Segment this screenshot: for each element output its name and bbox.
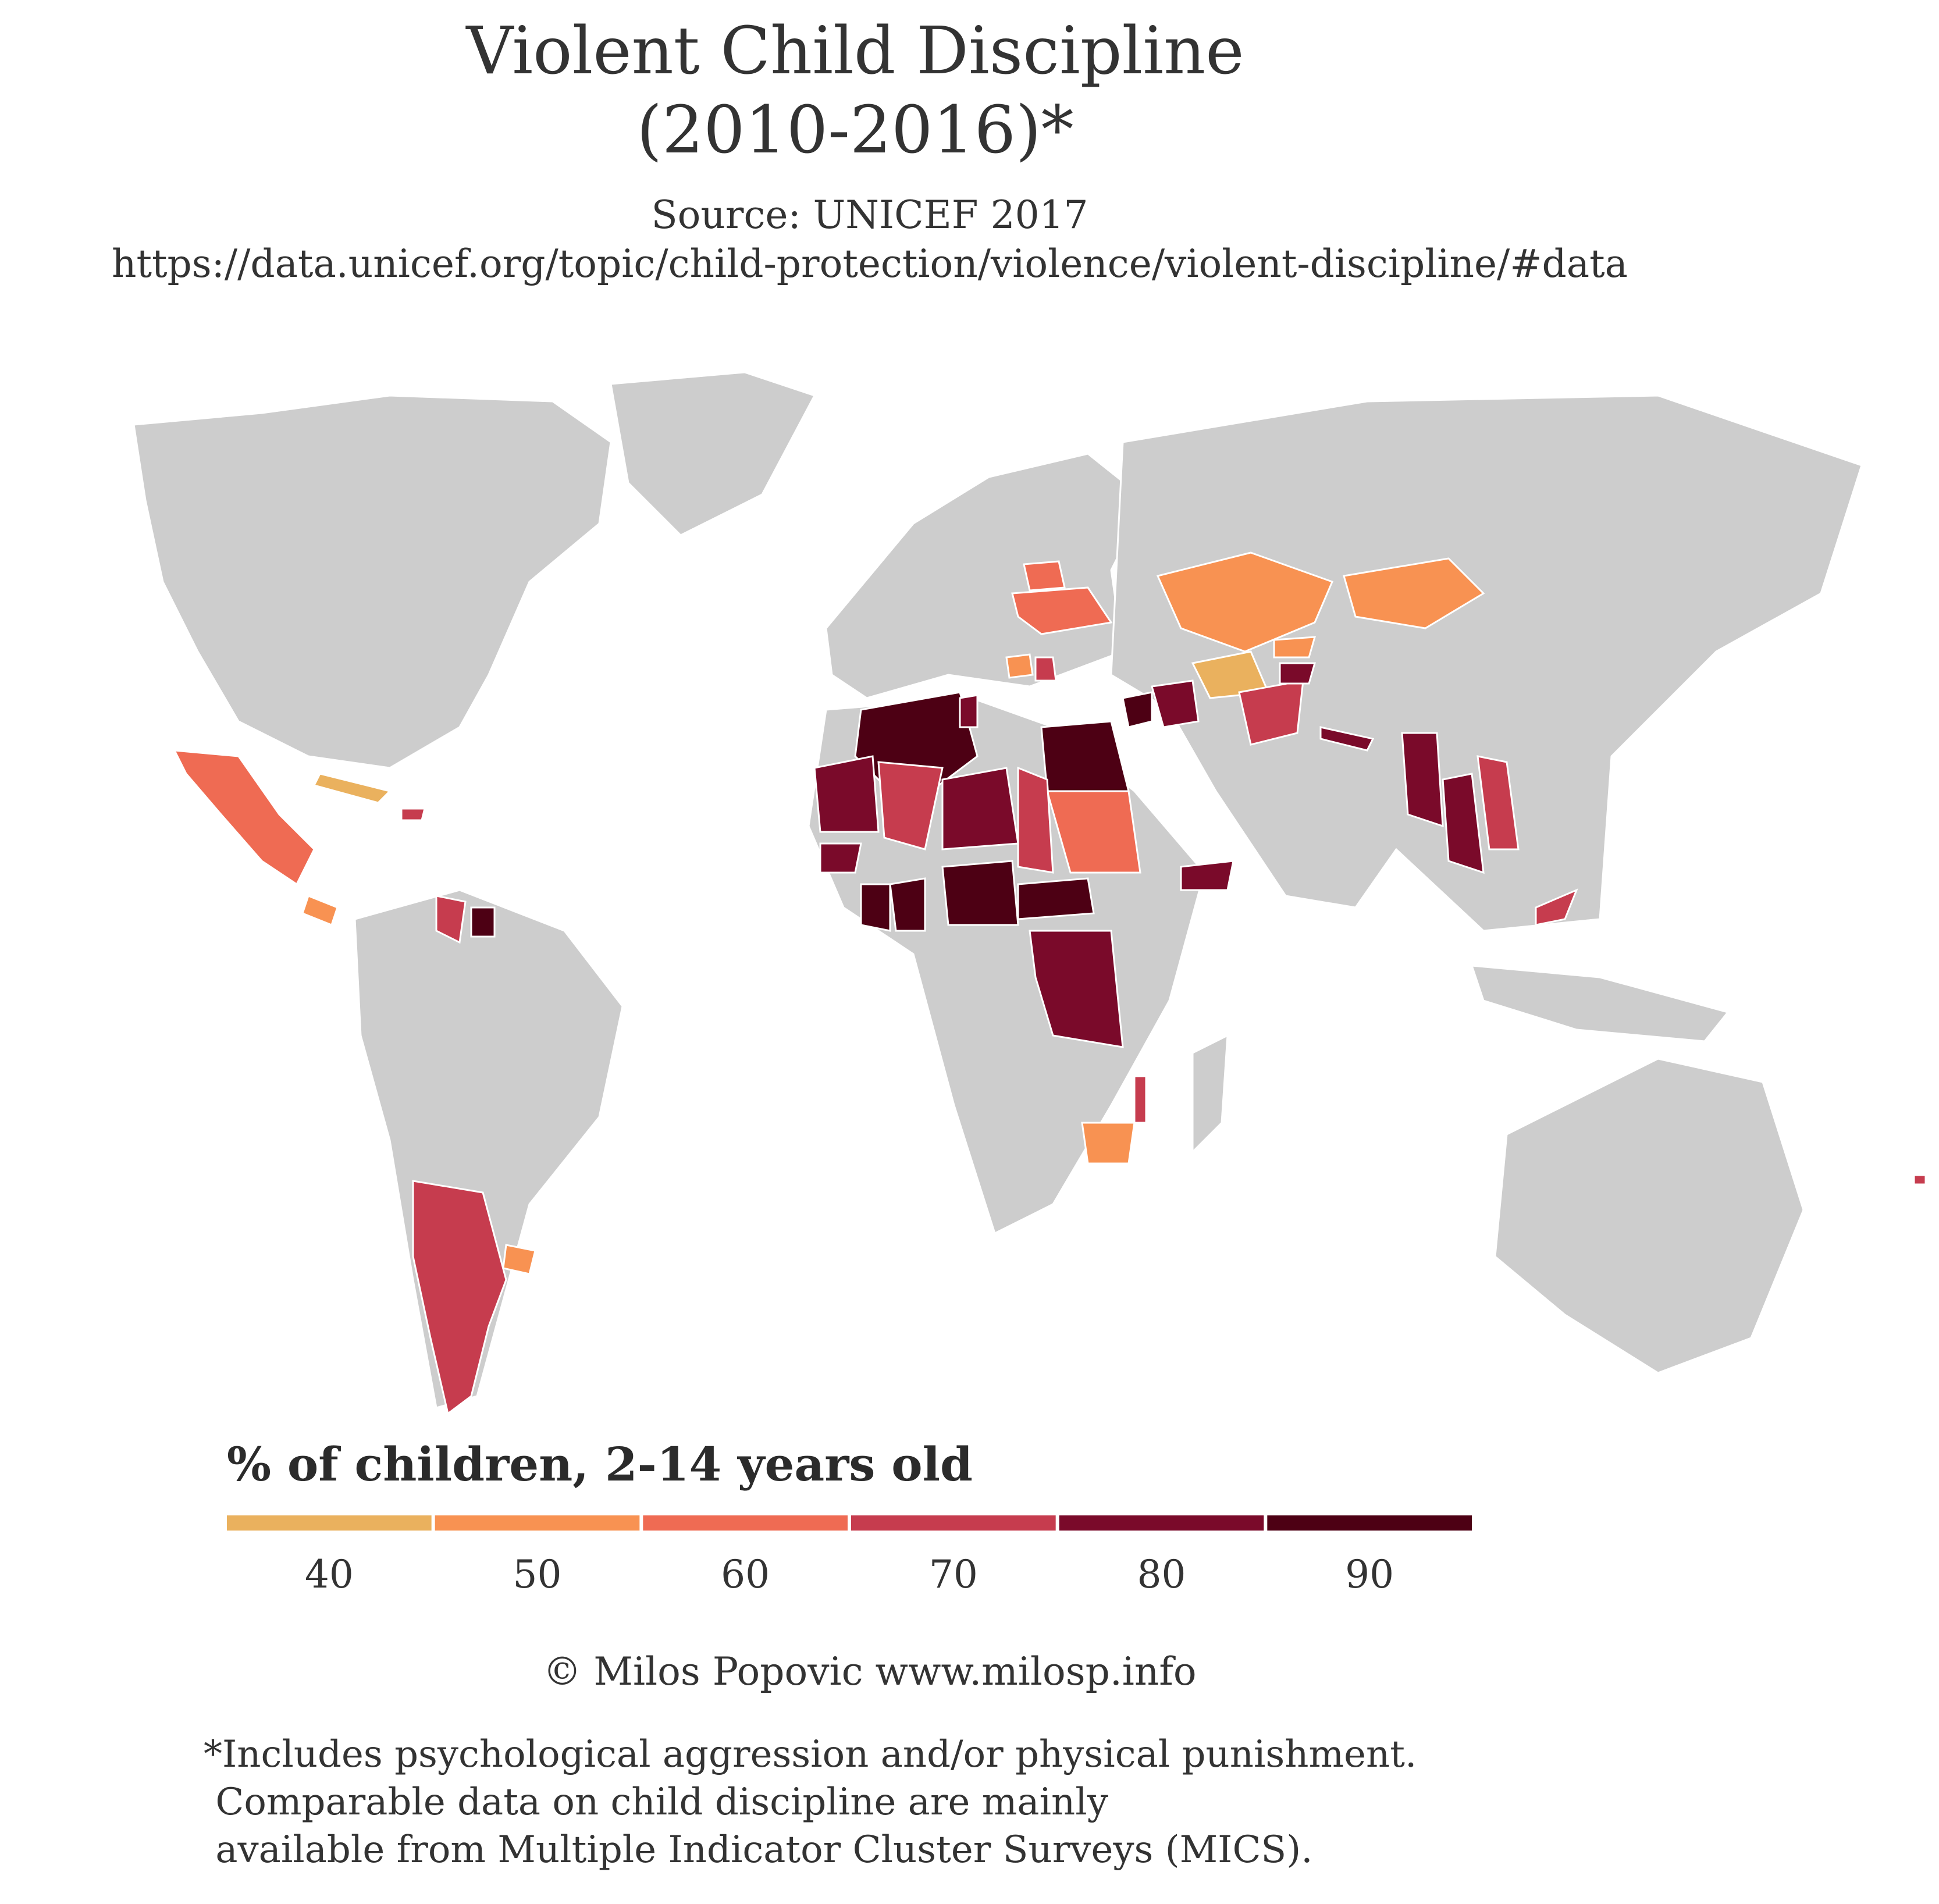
country-myanmar bbox=[1401, 732, 1444, 828]
country-vietnam bbox=[1477, 755, 1520, 850]
legend-swatch-50 bbox=[435, 1515, 640, 1531]
legend-tick-label-50: 50 bbox=[513, 1552, 562, 1597]
country-iraq bbox=[1151, 679, 1200, 728]
country-thailand bbox=[1442, 773, 1485, 874]
footnote-line-1: *Includes psychological aggression and/o… bbox=[204, 1733, 1417, 1776]
country-ukraine bbox=[1011, 586, 1113, 635]
greenland-land bbox=[610, 371, 816, 536]
country-dominican-republic bbox=[400, 807, 426, 821]
australia-land bbox=[1494, 1058, 1805, 1374]
source-line-1: Source: UNICEF 2017 bbox=[651, 193, 1088, 237]
footnote-line-3: available from Multiple Indicator Cluste… bbox=[204, 1828, 1313, 1871]
country-tajikistan bbox=[1279, 662, 1316, 685]
source-block: Source: UNICEF 2017 https://data.unicef.… bbox=[0, 191, 1739, 289]
legend-tick-label-80: 80 bbox=[1137, 1552, 1186, 1597]
footnote: *Includes psychological aggression and/o… bbox=[204, 1731, 1417, 1874]
country-tunisia bbox=[959, 694, 979, 728]
country-malaysia bbox=[1535, 888, 1578, 926]
country-argentina bbox=[412, 1180, 507, 1415]
country-cuba bbox=[312, 773, 392, 804]
title-line-2: (2010-2016)* bbox=[636, 92, 1074, 168]
legend-ticks: 40 50 60 70 80 90 bbox=[227, 1536, 1472, 1606]
country-senegal bbox=[819, 842, 862, 874]
legend-swatch-90 bbox=[1267, 1515, 1472, 1531]
country-mongolia bbox=[1343, 557, 1485, 629]
country-chad bbox=[1017, 766, 1054, 874]
country-suriname bbox=[470, 906, 496, 938]
legend-swatch-70 bbox=[851, 1515, 1056, 1531]
legend-color-bar bbox=[227, 1515, 1472, 1531]
legend-swatch-80 bbox=[1059, 1515, 1264, 1531]
south-america-land bbox=[354, 889, 624, 1409]
legend-swatch-60 bbox=[643, 1515, 848, 1531]
world-map bbox=[133, 371, 1927, 1415]
country-egypt bbox=[1040, 720, 1130, 792]
legend-swatch-40 bbox=[227, 1515, 432, 1531]
country-mexico bbox=[173, 749, 315, 886]
madagascar-land bbox=[1191, 1034, 1229, 1154]
country-afghanistan bbox=[1238, 679, 1304, 746]
legend-title: % of children, 2-14 years old bbox=[227, 1437, 973, 1492]
title-line-1: Violent Child Discipline bbox=[466, 13, 1244, 89]
country-mali bbox=[877, 761, 944, 850]
country-kazakhstan bbox=[1156, 551, 1334, 653]
source-url: https://data.unicef.org/topic/child-prot… bbox=[111, 241, 1628, 286]
country-bosnia bbox=[1005, 653, 1034, 679]
country-kyrgyzstan bbox=[1273, 636, 1317, 659]
country-malawi bbox=[1133, 1075, 1147, 1124]
country-jordan bbox=[1122, 691, 1153, 728]
country-mauritania bbox=[813, 755, 880, 833]
country-nigeria bbox=[941, 860, 1019, 926]
country-nepal bbox=[1319, 726, 1375, 752]
asia-land bbox=[1110, 394, 1863, 932]
country-belarus bbox=[1023, 560, 1066, 592]
country-yemen bbox=[1180, 860, 1234, 891]
legend-tick-label-60: 60 bbox=[721, 1552, 770, 1597]
north-america-land bbox=[133, 394, 612, 769]
legend-tick-label-40: 40 bbox=[304, 1552, 354, 1597]
country-ghana bbox=[889, 877, 926, 932]
country-uruguay bbox=[502, 1244, 536, 1275]
country-central-african-republic bbox=[1017, 877, 1095, 920]
copyright-credit: © Milos Popovic www.milosp.info bbox=[543, 1649, 1197, 1694]
data-countries bbox=[173, 551, 1927, 1415]
footnote-line-2: Comparable data on child discipline are … bbox=[204, 1781, 1108, 1824]
country-sudan bbox=[1046, 790, 1141, 874]
country-ivory-coast bbox=[860, 883, 891, 932]
indonesia-land bbox=[1470, 965, 1730, 1042]
legend-tick-label-70: 70 bbox=[928, 1552, 978, 1597]
country-niger bbox=[941, 767, 1019, 850]
chart-title: Violent Child Discipline (2010-2016)* bbox=[0, 12, 1710, 170]
legend-tick-label-90: 90 bbox=[1345, 1552, 1394, 1597]
country-guyana bbox=[435, 895, 467, 944]
country-costa-rica bbox=[301, 895, 339, 926]
country-pacific-island bbox=[1913, 1174, 1927, 1186]
country-zimbabwe bbox=[1081, 1122, 1136, 1165]
country-dr-congo bbox=[1029, 930, 1124, 1048]
europe-land bbox=[825, 453, 1147, 699]
country-serbia bbox=[1034, 656, 1057, 682]
